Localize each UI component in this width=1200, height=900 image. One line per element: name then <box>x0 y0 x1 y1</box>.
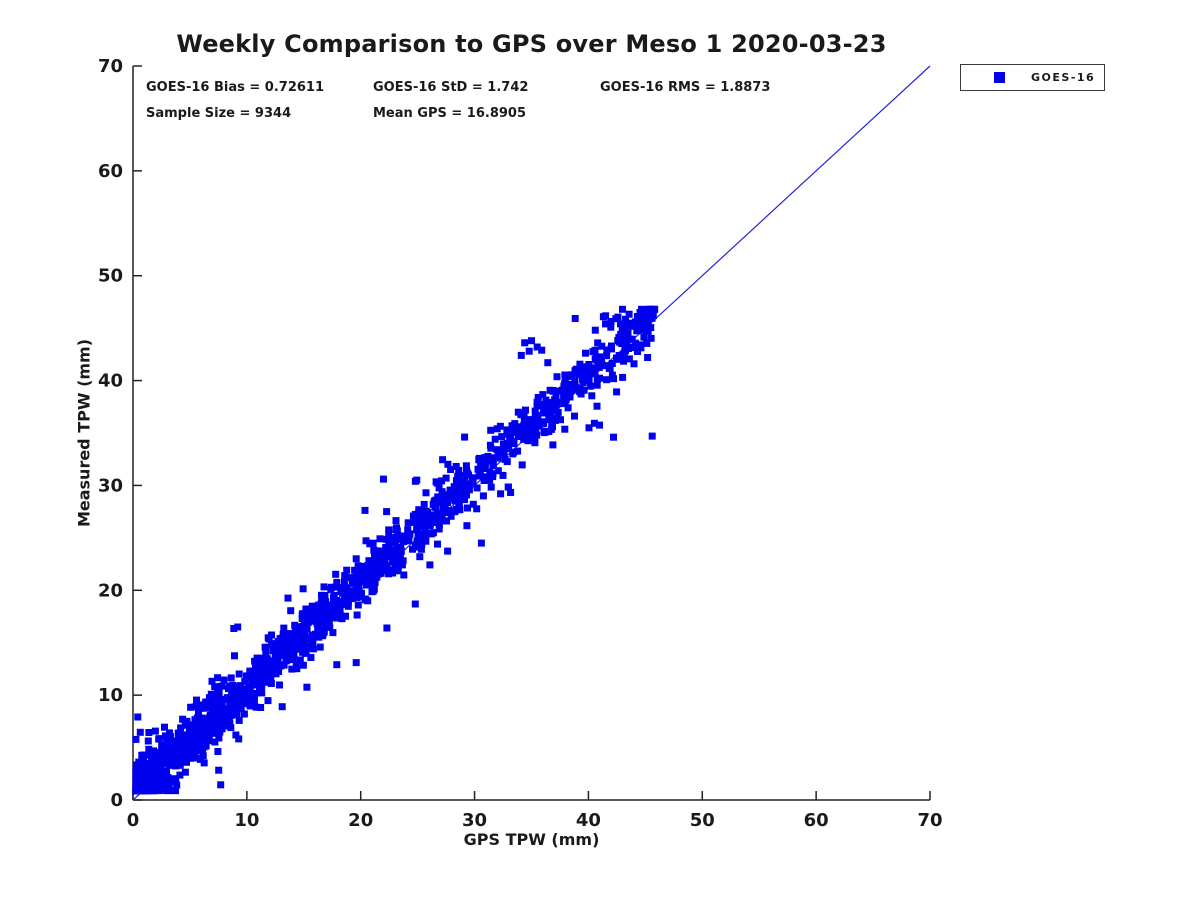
stat-std: GOES-16 StD = 1.742 <box>373 80 529 95</box>
svg-text:70: 70 <box>917 810 942 831</box>
svg-text:10: 10 <box>234 810 259 831</box>
legend-marker-square-icon <box>994 72 1005 83</box>
svg-text:0: 0 <box>127 810 140 831</box>
svg-text:0: 0 <box>110 790 123 811</box>
legend-box: GOES-16 <box>960 64 1105 91</box>
stat-rms: GOES-16 RMS = 1.8873 <box>600 80 771 95</box>
svg-text:40: 40 <box>98 371 123 392</box>
legend-label: GOES-16 <box>1031 71 1096 84</box>
svg-text:70: 70 <box>98 56 123 77</box>
svg-text:60: 60 <box>98 161 123 182</box>
y-tick-labels: 0 10 20 30 40 50 60 70 <box>98 56 123 811</box>
svg-text:60: 60 <box>804 810 829 831</box>
x-axis-title: GPS TPW (mm) <box>463 830 600 849</box>
svg-text:50: 50 <box>690 810 715 831</box>
svg-text:10: 10 <box>98 685 123 706</box>
svg-text:50: 50 <box>98 266 123 287</box>
y-axis-title: Measured TPW (mm) <box>74 338 94 528</box>
scatter-points <box>132 305 659 795</box>
svg-text:20: 20 <box>98 580 123 601</box>
svg-text:40: 40 <box>576 810 601 831</box>
axes <box>132 65 931 801</box>
chart-title: Weekly Comparison to GPS over Meso 1 202… <box>176 30 887 58</box>
stat-mean-gps: Mean GPS = 16.8905 <box>373 106 527 121</box>
svg-text:20: 20 <box>348 810 373 831</box>
stat-bias: GOES-16 Bias = 0.72611 <box>146 80 325 95</box>
svg-text:30: 30 <box>462 810 487 831</box>
x-tick-labels: 0 10 20 30 40 50 60 70 <box>127 810 943 831</box>
stat-sample-size: Sample Size = 9344 <box>146 106 292 121</box>
svg-text:30: 30 <box>98 475 123 496</box>
